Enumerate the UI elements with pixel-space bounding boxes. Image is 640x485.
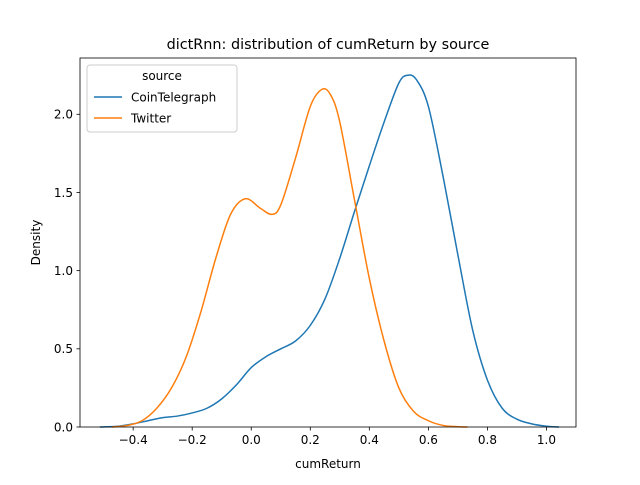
y-tick-label: 0.5 — [54, 342, 73, 356]
x-tick-label: 0.2 — [301, 433, 320, 447]
legend-frame — [86, 64, 238, 133]
x-tick-label: −0.4 — [119, 433, 148, 447]
y-axis-label: Density — [29, 220, 43, 266]
legend-label-twitter: Twitter — [130, 112, 171, 126]
y-tick-label: 2.0 — [54, 108, 73, 122]
y-tick-label: 1.5 — [54, 186, 73, 200]
x-axis-ticks: −0.4 −0.2 0.0 0.2 0.4 0.6 0.8 1.0 — [119, 427, 556, 447]
plot-area — [99, 74, 560, 428]
legend-label-cointelegraph: CoinTelegraph — [131, 91, 216, 105]
x-tick-label: 0.8 — [478, 433, 497, 447]
y-tick-label: 0.0 — [54, 420, 73, 434]
plot-frame — [79, 57, 577, 428]
x-tick-label: 0.6 — [419, 433, 438, 447]
x-tick-label: 0.4 — [360, 433, 379, 447]
legend: source CoinTelegraph Twitter — [86, 64, 238, 133]
series-line-cointelegraph — [99, 74, 560, 428]
x-axis-label: cumReturn — [295, 457, 361, 471]
axes: −0.4 −0.2 0.0 0.2 0.4 0.6 0.8 1.0 0.0 0.5 1.0 1.5 2… — [54, 57, 577, 447]
x-tick-label: −0.2 — [178, 433, 207, 447]
chart-title: dictRnn: distribution of cumReturn by so… — [167, 37, 490, 53]
legend-title: source — [142, 69, 182, 83]
y-axis-ticks: 0.0 0.5 1.0 1.5 2.0 — [54, 108, 80, 434]
x-tick-label: 1.0 — [537, 433, 556, 447]
series-line-twitter — [111, 87, 468, 428]
y-tick-label: 1.0 — [54, 264, 73, 278]
x-tick-label: 0.0 — [242, 433, 261, 447]
